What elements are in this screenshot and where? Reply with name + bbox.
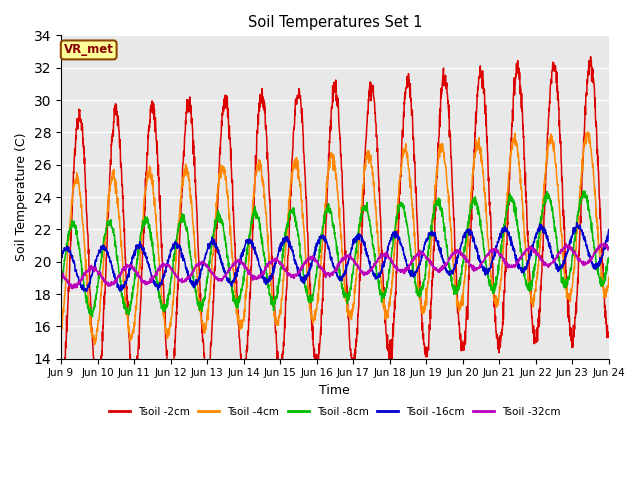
Tsoil -2cm xyxy=(605,334,612,340)
Tsoil -16cm xyxy=(605,227,612,232)
Tsoil -8cm xyxy=(557,266,564,272)
Tsoil -2cm xyxy=(572,308,579,314)
X-axis label: Time: Time xyxy=(319,384,350,397)
Tsoil -32cm xyxy=(557,251,564,256)
Tsoil -16cm xyxy=(494,240,502,245)
Tsoil -4cm xyxy=(584,129,592,135)
Tsoil -16cm xyxy=(573,220,580,226)
Tsoil -2cm xyxy=(57,389,65,395)
Tsoil -4cm xyxy=(605,275,612,280)
Line: Tsoil -16cm: Tsoil -16cm xyxy=(61,223,609,291)
Tsoil -4cm xyxy=(351,290,358,296)
Tsoil -16cm xyxy=(363,249,371,255)
Tsoil -16cm xyxy=(83,288,90,294)
Legend: Tsoil -2cm, Tsoil -4cm, Tsoil -8cm, Tsoil -16cm, Tsoil -32cm: Tsoil -2cm, Tsoil -4cm, Tsoil -8cm, Tsoi… xyxy=(105,403,565,421)
Tsoil -4cm xyxy=(363,153,371,159)
Tsoil -2cm xyxy=(130,393,138,399)
Tsoil -16cm xyxy=(557,263,564,269)
Tsoil -32cm xyxy=(351,261,358,266)
Tsoil -2cm xyxy=(351,361,358,367)
Tsoil -8cm xyxy=(57,283,65,289)
Tsoil -2cm xyxy=(210,282,218,288)
Tsoil -4cm xyxy=(572,248,579,253)
Tsoil -8cm xyxy=(88,314,96,320)
Tsoil -8cm xyxy=(494,271,502,277)
Tsoil -8cm xyxy=(605,255,612,261)
Tsoil -32cm xyxy=(363,271,371,276)
Line: Tsoil -4cm: Tsoil -4cm xyxy=(61,132,609,344)
Text: VR_met: VR_met xyxy=(64,43,114,57)
Tsoil -16cm xyxy=(57,256,65,262)
Tsoil -32cm xyxy=(572,251,579,257)
Tsoil -32cm xyxy=(600,240,607,246)
Tsoil -32cm xyxy=(494,250,502,256)
Tsoil -4cm xyxy=(210,240,218,245)
Tsoil -16cm xyxy=(210,240,218,245)
Line: Tsoil -2cm: Tsoil -2cm xyxy=(61,57,609,396)
Line: Tsoil -32cm: Tsoil -32cm xyxy=(61,243,609,288)
Tsoil -32cm xyxy=(57,269,65,275)
Y-axis label: Soil Temperature (C): Soil Temperature (C) xyxy=(15,133,28,261)
Tsoil -8cm xyxy=(572,231,579,237)
Tsoil -8cm xyxy=(210,228,218,233)
Tsoil -16cm xyxy=(351,240,358,246)
Tsoil -32cm xyxy=(69,286,77,291)
Tsoil -16cm xyxy=(572,226,579,231)
Tsoil -2cm xyxy=(494,335,502,341)
Tsoil -2cm xyxy=(587,54,595,60)
Line: Tsoil -8cm: Tsoil -8cm xyxy=(61,191,609,317)
Tsoil -4cm xyxy=(557,219,564,225)
Tsoil -2cm xyxy=(557,141,564,147)
Tsoil -32cm xyxy=(210,274,218,279)
Tsoil -2cm xyxy=(363,125,371,131)
Tsoil -4cm xyxy=(494,301,502,307)
Tsoil -4cm xyxy=(57,329,65,335)
Title: Soil Temperatures Set 1: Soil Temperatures Set 1 xyxy=(248,15,422,30)
Tsoil -32cm xyxy=(605,244,612,250)
Tsoil -4cm xyxy=(91,341,99,347)
Tsoil -8cm xyxy=(363,204,371,209)
Tsoil -8cm xyxy=(579,188,587,194)
Tsoil -8cm xyxy=(351,258,358,264)
